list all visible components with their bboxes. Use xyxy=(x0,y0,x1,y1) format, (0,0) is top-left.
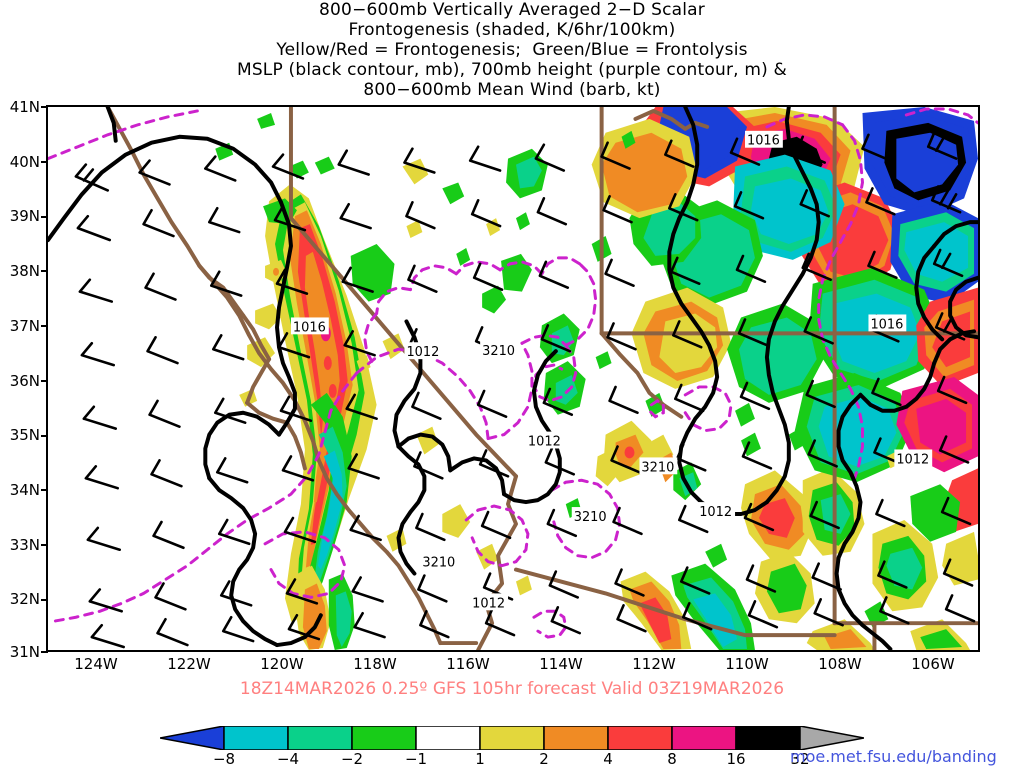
wind-barbs xyxy=(74,131,976,649)
colorbar-swatches[interactable] xyxy=(160,726,864,750)
y-tick-label: 32N xyxy=(9,590,40,609)
mslp-label-1012-e: 1012 xyxy=(472,596,505,611)
title-line-3: Yellow/Red = Frontogenesis; Green/Blue =… xyxy=(276,40,748,60)
title-line-5: 800−600mb Mean Wind (barb, kt) xyxy=(363,80,661,100)
colorbar-tick-label: −1 xyxy=(404,750,428,768)
x-tick-label: 112W xyxy=(632,655,676,673)
map-canvas: 1016 1012 1012 1012 1012 1012 1016 1016 xyxy=(48,107,978,650)
title-line-4: MSLP (black contour, mb), 700mb height (… xyxy=(236,60,788,80)
title-line-1: 800−600mb Vertically Averaged 2−D Scalar xyxy=(319,0,705,20)
x-tick-label: 116W xyxy=(446,655,490,673)
colorbar-seg-minus4[interactable] xyxy=(287,726,353,750)
x-tick-label: 110W xyxy=(725,655,769,673)
y-tick-label: 33N xyxy=(9,535,40,554)
source-watermark[interactable]: moe.met.fsu.edu/banding xyxy=(790,747,997,766)
height-label-3210-b: 3210 xyxy=(641,460,674,475)
x-tick-label: 106W xyxy=(911,655,955,673)
y-tick-label: 31N xyxy=(9,643,40,661)
colorbar-tick-label: −4 xyxy=(276,750,300,768)
contour-value-labels: 1016 1012 1012 1012 1012 1012 1016 1016 xyxy=(290,130,933,611)
x-tick-label: 120W xyxy=(260,655,304,673)
y-tick-label: 35N xyxy=(9,426,40,445)
colorbar-tick-label: 2 xyxy=(539,750,549,768)
colorbar-seg-minus2[interactable] xyxy=(351,726,417,750)
y-tick-label: 40N xyxy=(9,152,40,171)
y-tick-label: 39N xyxy=(9,207,40,226)
colorbar-tick-label: 1 xyxy=(475,750,485,768)
mslp-label-1016-b: 1016 xyxy=(747,134,780,149)
colorbar-tick-label: 32 xyxy=(790,750,810,768)
colorbar-tick-label: 8 xyxy=(667,750,677,768)
x-tick-label: 114W xyxy=(539,655,583,673)
colorbar-arrow-left[interactable] xyxy=(160,726,225,750)
y-tick-label: 36N xyxy=(9,371,40,390)
colorbar-seg-4[interactable] xyxy=(607,726,673,750)
height-label-3210-a: 3210 xyxy=(482,344,515,359)
colorbar[interactable]: −8 −4 −2 −1 1 2 4 8 16 32 xyxy=(0,726,1024,768)
height-label-3210-d: 3210 xyxy=(422,556,455,571)
x-tick-label: 122W xyxy=(167,655,211,673)
y-tick-label: 34N xyxy=(9,480,40,499)
mslp-label-1012-c: 1012 xyxy=(699,505,732,520)
y-tick-label: 41N xyxy=(9,98,40,116)
mslp-label-1012-a: 1012 xyxy=(406,345,439,360)
colorbar-tick-label: −2 xyxy=(340,750,364,768)
chart-title-block: 800−600mb Vertically Averaged 2−D Scalar… xyxy=(0,0,1024,100)
mslp-label-1016-c: 1016 xyxy=(870,317,903,332)
title-line-2: Frontogenesis (shaded, K/6hr/100km) xyxy=(348,20,676,40)
colorbar-seg-1[interactable] xyxy=(479,726,545,750)
colorbar-seg-8[interactable] xyxy=(671,726,737,750)
x-tick-label: 108W xyxy=(818,655,862,673)
map-plot-area[interactable]: 1016 1012 1012 1012 1012 1012 1016 1016 xyxy=(46,105,980,652)
mslp-label-1012-b: 1012 xyxy=(528,435,561,450)
y-tick-label: 37N xyxy=(9,316,40,335)
colorbar-tick-label: −8 xyxy=(212,750,236,768)
x-tick-label: 118W xyxy=(353,655,397,673)
colorbar-seg-minus8[interactable] xyxy=(223,726,289,750)
mslp-label-1012-d: 1012 xyxy=(896,452,929,467)
height-contours-700mb xyxy=(48,107,978,639)
colorbar-tick-label: 16 xyxy=(726,750,746,768)
height-label-3210-c: 3210 xyxy=(574,510,607,525)
mslp-label-1016-a: 1016 xyxy=(293,320,326,335)
colorbar-arrow-right[interactable] xyxy=(799,726,864,750)
x-tick-label: 124W xyxy=(74,655,118,673)
y-tick-label: 38N xyxy=(9,262,40,281)
colorbar-seg-neutral[interactable] xyxy=(415,726,481,750)
colorbar-tick-label: 4 xyxy=(603,750,613,768)
forecast-caption: 18Z14MAR2026 0.25º GFS 105hr forecast Va… xyxy=(239,679,785,699)
colorbar-seg-2[interactable] xyxy=(543,726,609,750)
